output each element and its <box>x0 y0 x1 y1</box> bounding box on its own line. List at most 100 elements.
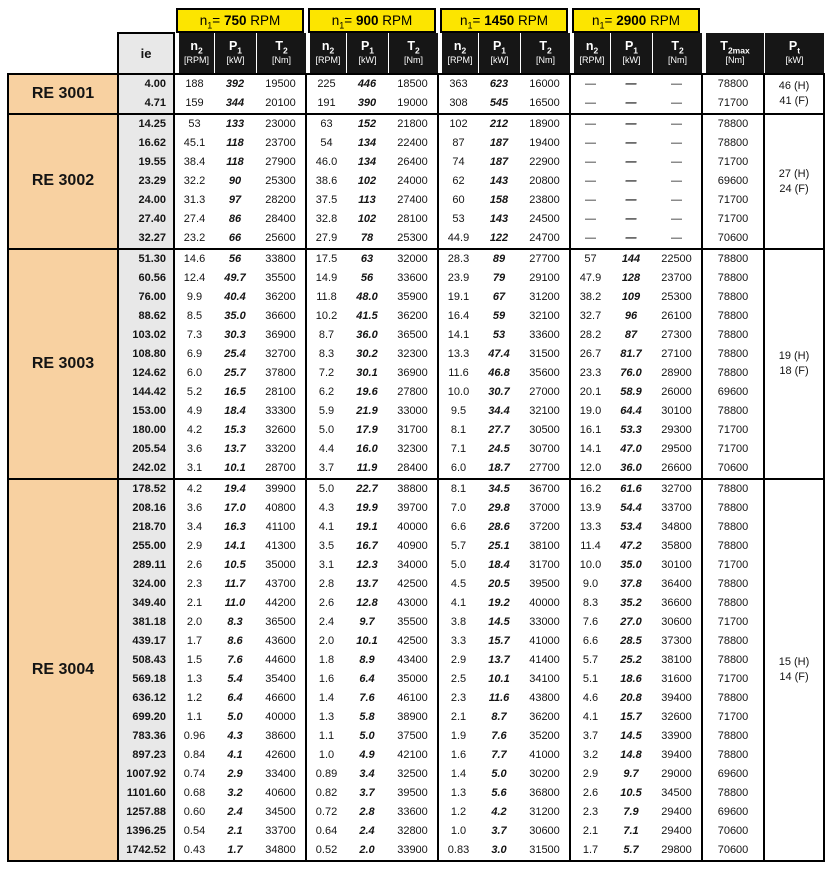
t2-value: 31700 <box>529 558 560 571</box>
n2-value: 38.6 <box>305 172 346 191</box>
t2-value: 40800 <box>265 501 296 514</box>
p1-value: 81.7 <box>620 347 642 360</box>
n2-value: 0.60 <box>173 803 214 822</box>
t2-value: 31200 <box>529 290 560 303</box>
n2-value: 28.2 <box>569 326 610 345</box>
speed-header-row: n1= 750 RPM n1= 900 RPM n1= 1450 RPM n1= 29… <box>8 8 824 33</box>
t2-value: 43000 <box>397 596 428 609</box>
n2-value: 1.3 <box>173 670 214 689</box>
n2-value: 0.68 <box>173 784 214 803</box>
t2-value: 38600 <box>265 729 296 742</box>
t2-value: 38100 <box>661 653 692 666</box>
t2-value: 26400 <box>397 155 428 168</box>
t2-value: 25300 <box>397 231 428 244</box>
n2-value: 20.1 <box>569 383 610 402</box>
n2-value: — <box>569 210 610 229</box>
n2-value: 37.5 <box>305 191 346 210</box>
t2-value: 32500 <box>397 767 428 780</box>
n2-value: 4.2 <box>173 421 214 440</box>
table-row: 108.80 6.9 25.4 32700 8.3 30.2 32300 13.3 47.4 31… <box>8 345 824 364</box>
p1-value: 36.0 <box>356 328 378 341</box>
table-row: 218.70 3.4 16.3 41100 4.1 19.1 40000 6.6 28.6 372… <box>8 518 824 537</box>
p1-value: 7.6 <box>491 729 507 742</box>
p1-value: 28.6 <box>488 520 510 533</box>
n2-value: 0.83 <box>437 841 478 862</box>
n2-value: 102 <box>437 113 478 134</box>
table-row: 103.02 7.3 30.3 36900 8.7 36.0 36500 14.1 53 3360… <box>8 326 824 345</box>
p1-value: 545 <box>489 96 509 109</box>
p1-value: 10.1 <box>356 634 378 647</box>
n2-value: 23.2 <box>173 229 214 249</box>
t2-value: 35500 <box>397 615 428 628</box>
ie-value: 76.00 <box>117 288 175 307</box>
p1-value: 53.3 <box>620 423 642 436</box>
p1-value: 5.4 <box>227 672 243 685</box>
p1-value: 56 <box>360 271 374 284</box>
n2-value: 0.82 <box>305 784 346 803</box>
p1-value: 16.5 <box>224 385 246 398</box>
t2-value: 16500 <box>529 96 560 109</box>
speed-group-header-cell: n1= 1450 RPM <box>438 8 570 33</box>
p1-value: 2.8 <box>359 805 375 818</box>
n2-value: — <box>569 229 610 249</box>
p1-value: — <box>610 73 652 94</box>
model-cell: RE 3004 <box>7 478 119 862</box>
t2-value: 36600 <box>661 596 692 609</box>
p1-value: 64.4 <box>620 404 642 417</box>
t2-value: — <box>652 73 702 94</box>
table-row: 19.55 38.4 118 27900 46.0 134 26400 74 187 22900 —… <box>8 153 824 172</box>
p1-value: 14.1 <box>224 539 246 552</box>
t2-value: — <box>671 231 682 244</box>
ie-value: 4.00 <box>117 73 175 94</box>
t2-value: 32300 <box>397 442 428 455</box>
n2-value: 2.9 <box>173 537 214 556</box>
t2-value: 34800 <box>256 841 306 862</box>
t2-value: 25300 <box>265 174 296 187</box>
n2-value: 23.3 <box>569 364 610 383</box>
n2-value: 62 <box>437 172 478 191</box>
pt-value: 27 (H) 24 (F) <box>763 113 825 250</box>
t2max-value: 70600 <box>701 841 765 862</box>
t2-value: 19500 <box>256 73 306 94</box>
t2-value: 20800 <box>529 174 560 187</box>
t2-value: 27700 <box>520 248 570 269</box>
p1-value: 35.0 <box>224 309 246 322</box>
table-row: 1257.88 0.60 2.4 34500 0.72 2.8 33600 1.2 4.2 312… <box>8 803 824 822</box>
n2-value: 9.0 <box>569 575 610 594</box>
t2max-value: 71700 <box>701 440 765 459</box>
n2-value: 3.7 <box>569 727 610 746</box>
p1-value: 4.2 <box>491 805 507 818</box>
ie-value: 897.23 <box>117 746 175 765</box>
p1-value: 10.1 <box>224 461 246 474</box>
p1-value: 8.7 <box>491 710 507 723</box>
p1-value: 28.5 <box>620 634 642 647</box>
t2-value: 39900 <box>256 478 306 499</box>
n2-value: 74 <box>437 153 478 172</box>
t2-value: 30700 <box>529 442 560 455</box>
col-header-p1: P1 [kW] <box>346 33 388 74</box>
ie-value: 381.18 <box>117 613 175 632</box>
n2-value: 46.0 <box>305 153 346 172</box>
p1-value: 24.5 <box>488 442 510 455</box>
t2max-value: 78800 <box>701 518 765 537</box>
p1-value: 143 <box>489 174 509 187</box>
p1-value: — <box>625 136 637 149</box>
t2-value: 20100 <box>265 96 296 109</box>
n2-value: 8.5 <box>173 307 214 326</box>
t2max-value: 71700 <box>701 210 765 229</box>
t2-value: 30500 <box>529 423 560 436</box>
table-row: 439.17 1.7 8.6 43600 2.0 10.1 42500 3.3 15.7 4100… <box>8 632 824 651</box>
table-row: 208.16 3.6 17.0 40800 4.3 19.9 39700 7.0 29.8 370… <box>8 499 824 518</box>
t2-value: 35000 <box>265 558 296 571</box>
t2max-value: 78800 <box>701 248 765 269</box>
col-header-t2: T2 [Nm] <box>388 33 438 74</box>
n2-value: 2.6 <box>305 594 346 613</box>
p1-value: 67 <box>492 290 506 303</box>
ie-value: 218.70 <box>117 518 175 537</box>
t2-value: 32100 <box>529 404 560 417</box>
n2-value: 2.9 <box>437 651 478 670</box>
t2-value: 40900 <box>397 539 428 552</box>
ie-value: 144.42 <box>117 383 175 402</box>
t2max-value: 70600 <box>701 229 765 249</box>
table-row: 349.40 2.1 11.0 44200 2.6 12.8 43000 4.1 19.2 400… <box>8 594 824 613</box>
